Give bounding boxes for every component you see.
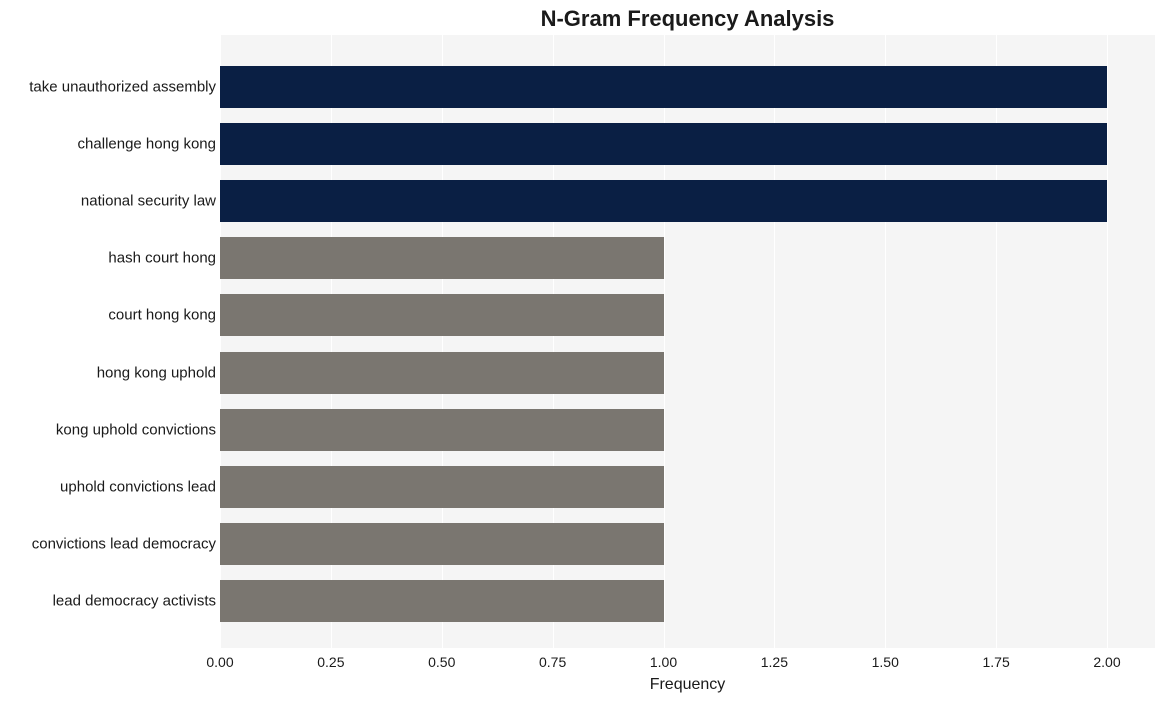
x-tick-label: 2.00 xyxy=(1093,654,1120,670)
bar xyxy=(220,180,1107,222)
y-axis-label: lead democracy activists xyxy=(0,592,216,609)
x-tick-label: 1.00 xyxy=(650,654,677,670)
x-tick-label: 1.50 xyxy=(872,654,899,670)
x-tick-label: 0.50 xyxy=(428,654,455,670)
x-axis-label: Frequency xyxy=(220,676,1155,694)
y-axis-label: uphold convictions lead xyxy=(0,478,216,495)
y-axis-label: court hong kong xyxy=(0,307,216,324)
bar xyxy=(220,294,664,336)
y-axis-label: convictions lead democracy xyxy=(0,535,216,552)
y-axis-label: national security law xyxy=(0,193,216,210)
bar xyxy=(220,580,664,622)
bar xyxy=(220,523,664,565)
x-tick-label: 1.25 xyxy=(761,654,788,670)
bar xyxy=(220,409,664,451)
chart-container: N-Gram Frequency Analysis take unauthori… xyxy=(0,0,1162,701)
bar xyxy=(220,237,664,279)
y-axis-label: kong uphold convictions xyxy=(0,421,216,438)
bar xyxy=(220,466,664,508)
bar xyxy=(220,123,1107,165)
y-axis-label: challenge hong kong xyxy=(0,136,216,153)
chart-title: N-Gram Frequency Analysis xyxy=(220,6,1155,32)
y-axis-label: take unauthorized assembly xyxy=(0,79,216,96)
grid-line xyxy=(1107,35,1108,648)
bar xyxy=(220,66,1107,108)
x-tick-label: 0.75 xyxy=(539,654,566,670)
y-axis-label: hash court hong xyxy=(0,250,216,267)
y-axis-label: hong kong uphold xyxy=(0,364,216,381)
x-tick-label: 0.00 xyxy=(206,654,233,670)
x-tick-label: 1.75 xyxy=(983,654,1010,670)
plot-area xyxy=(220,35,1155,648)
bar xyxy=(220,352,664,394)
x-tick-label: 0.25 xyxy=(317,654,344,670)
